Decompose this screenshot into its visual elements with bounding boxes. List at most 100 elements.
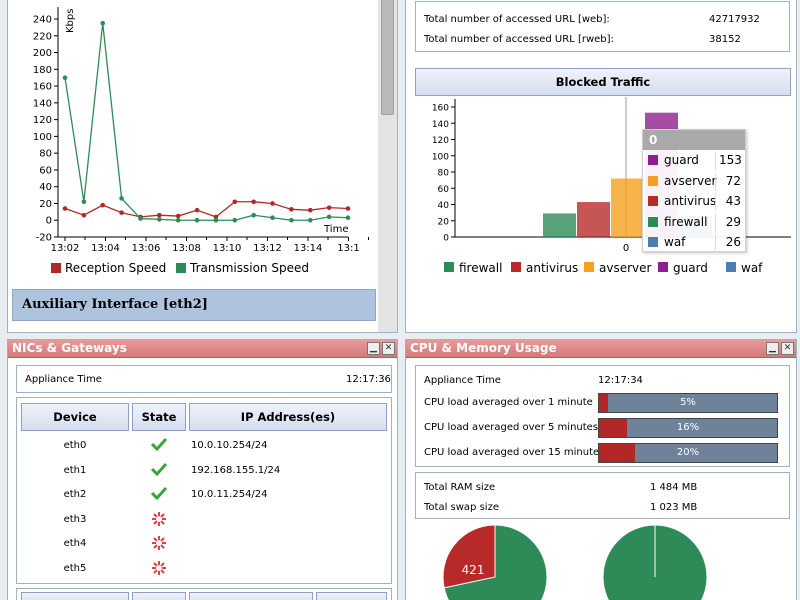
tooltip-row: antivirus 43 xyxy=(643,191,745,212)
swap-value: 1 023 MB xyxy=(650,502,698,513)
nics-time-box: Appliance Time 12:17:36 xyxy=(16,365,392,393)
nics-title-bar: NICs & Gateways ▁ ✕ xyxy=(8,340,397,358)
table-row[interactable]: eth5 xyxy=(17,557,391,581)
cpu-load-text: 5% xyxy=(680,397,696,408)
y-tick-label: 60 xyxy=(438,185,450,195)
table-row[interactable]: eth2 10.0.11.254/24 xyxy=(17,483,391,507)
legend-item[interactable]: avserver xyxy=(584,261,651,275)
legend-label: antivirus xyxy=(526,261,579,275)
device-name: eth5 xyxy=(63,562,87,574)
nics-title: NICs & Gateways xyxy=(12,341,127,355)
cpu-load-row: CPU load averaged over 5 minutes 16% xyxy=(416,418,789,440)
y-tick-label: 80 xyxy=(438,169,450,179)
data-point xyxy=(194,217,200,223)
ip-address: 10.0.11.254/24 xyxy=(191,489,268,500)
cpu-panel: CPU & Memory Usage ▁ ✕ Appliance Time 12… xyxy=(405,339,797,600)
y-tick-label: 20 xyxy=(438,217,450,227)
tooltip-row: guard 153 xyxy=(643,150,745,171)
cpu-load-text: 20% xyxy=(676,447,700,458)
nics-time-label: Appliance Time xyxy=(25,374,102,385)
y-tick-label: 60 xyxy=(39,165,52,176)
minimize-icon[interactable]: ▁ xyxy=(367,342,380,355)
data-point xyxy=(81,199,87,205)
y-tick-label: 140 xyxy=(432,120,449,130)
bar xyxy=(543,213,576,237)
gw-col-2[interactable] xyxy=(132,592,186,600)
swap-label: Total swap size xyxy=(424,502,499,513)
gw-col-1[interactable] xyxy=(21,592,129,600)
y-tick-label: 40 xyxy=(39,182,52,193)
data-point xyxy=(251,212,256,218)
aux-interface-title: Auxiliary Interface [eth2] xyxy=(22,297,208,312)
y-tick-label: 220 xyxy=(33,31,52,42)
tooltip-value: 72 xyxy=(725,173,741,188)
cpu-load-label: CPU load averaged over 1 minute xyxy=(424,397,593,408)
cpu-load-bar: 5% xyxy=(598,393,778,413)
close-icon[interactable]: ✕ xyxy=(781,342,794,355)
gw-col-4[interactable] xyxy=(316,592,387,600)
x-tick-label: 13:10 xyxy=(213,243,242,254)
legend-item[interactable]: antivirus xyxy=(511,261,578,275)
tooltip-swatch xyxy=(648,196,658,207)
gw-col-3[interactable] xyxy=(189,592,313,600)
y-tick-label: -20 xyxy=(36,233,52,244)
tooltip-swatch xyxy=(648,175,658,186)
aux-interface-header[interactable]: Auxiliary Interface [eth2] xyxy=(12,289,376,321)
cpu-time-label: Appliance Time xyxy=(424,375,501,386)
tooltip-row: waf 26 xyxy=(643,232,745,253)
close-icon[interactable]: ✕ xyxy=(382,342,395,355)
memory-pies: 4211063 xyxy=(442,524,708,600)
col-state-header[interactable]: State xyxy=(132,403,186,431)
url-rweb-label: Total number of accessed URL [rweb]: xyxy=(424,34,614,45)
minimize-icon[interactable]: ▁ xyxy=(766,342,779,355)
pie-used-slice xyxy=(442,524,496,589)
legend-item[interactable]: waf xyxy=(726,261,762,275)
col-ip-header[interactable]: IP Address(es) xyxy=(189,403,387,431)
legend-swatch xyxy=(658,262,668,272)
cpu-title: CPU & Memory Usage xyxy=(410,341,557,355)
col-device-header[interactable]: Device xyxy=(21,403,129,431)
status-ok-icon xyxy=(150,462,168,479)
y-tick-label: 160 xyxy=(33,82,52,93)
series-line xyxy=(64,201,349,218)
data-point xyxy=(138,216,143,221)
left-scrollbar[interactable] xyxy=(378,0,397,332)
data-point xyxy=(119,196,124,201)
data-point xyxy=(62,206,68,211)
legend-item[interactable]: firewall xyxy=(444,261,502,275)
url-rweb-value: 38152 xyxy=(709,34,741,45)
y-tick-label: 0 xyxy=(443,234,449,244)
table-row[interactable]: eth0 10.0.10.254/24 xyxy=(17,434,391,458)
tooltip-swatch xyxy=(648,237,658,248)
tooltip-divider xyxy=(715,234,716,253)
tooltip-divider xyxy=(715,213,716,232)
data-point xyxy=(307,207,313,213)
table-row[interactable]: eth3 xyxy=(17,508,391,532)
x-axis-label: Time xyxy=(323,224,348,235)
table-row[interactable]: eth1 192.168.155.1/24 xyxy=(17,459,391,483)
legend-label: waf xyxy=(741,261,763,275)
data-point xyxy=(251,199,256,205)
device-name: eth1 xyxy=(63,464,87,476)
cpu-load-label: CPU load averaged over 5 minutes xyxy=(424,422,599,433)
left-scrollbar-thumb[interactable] xyxy=(381,0,394,115)
legend-label: Transmission Speed xyxy=(189,261,309,275)
data-point xyxy=(307,217,313,223)
cpu-title-bar: CPU & Memory Usage ▁ ✕ xyxy=(406,340,796,358)
ip-address: 10.0.10.254/24 xyxy=(191,440,268,451)
table-row[interactable]: eth4 xyxy=(17,532,391,556)
url-web-label: Total number of accessed URL [web]: xyxy=(424,14,610,25)
tooltip-value: 153 xyxy=(719,153,742,167)
data-point xyxy=(289,217,294,223)
legend-label: Reception Speed xyxy=(65,261,166,275)
x-tick-label: 0 xyxy=(623,243,629,254)
ip-address: 192.168.155.1/24 xyxy=(191,464,281,476)
legend-label: firewall xyxy=(459,261,503,275)
data-point xyxy=(157,217,162,222)
tooltip-name: waf xyxy=(664,235,686,250)
tooltip-header: 0 xyxy=(643,130,745,150)
cpu-load-label: CPU load averaged over 15 minutes xyxy=(424,447,605,458)
x-tick-label: 13:08 xyxy=(172,243,201,254)
legend-item[interactable]: guard xyxy=(658,261,708,275)
cpu-load-row: CPU load averaged over 1 minute 5% xyxy=(416,393,789,415)
